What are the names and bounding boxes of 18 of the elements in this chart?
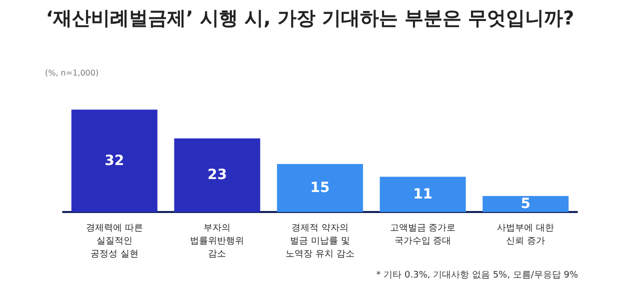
data-label: 11 <box>413 186 433 202</box>
x-tick-label: 부자의 법률위반행위 감소 <box>190 224 244 260</box>
text: * 기타 0.3%, 기대사항 없음 5%, 모름/무응답 9% <box>376 270 578 280</box>
x-tick-label: 경제적 약자의 벌금 미납률 및 노역장 유치 감소 <box>286 224 354 260</box>
bar <box>277 164 363 212</box>
bar <box>174 138 260 212</box>
bar <box>482 196 569 212</box>
chart-subtitle: (%, n=1,000) <box>45 68 99 78</box>
data-label: 23 <box>207 167 227 184</box>
data-label: 15 <box>310 180 330 196</box>
x-tick-label: 경제력에 따른 실질적인 공정성 실현 <box>86 224 143 260</box>
data-label: 5 <box>520 196 530 212</box>
bar <box>380 176 466 212</box>
data-label: 32 <box>104 152 124 169</box>
x-tick-label: 고액벌금 증가로 국가수입 증대 <box>390 224 456 246</box>
bar <box>71 110 158 212</box>
x-tick-label: 사법부에 대한 신뢰 증가 <box>497 224 554 246</box>
chart-title: ‘재산비례벌금제’ 시행 시, 가장 기대하는 부분은 무엇입니까? <box>46 8 574 30</box>
